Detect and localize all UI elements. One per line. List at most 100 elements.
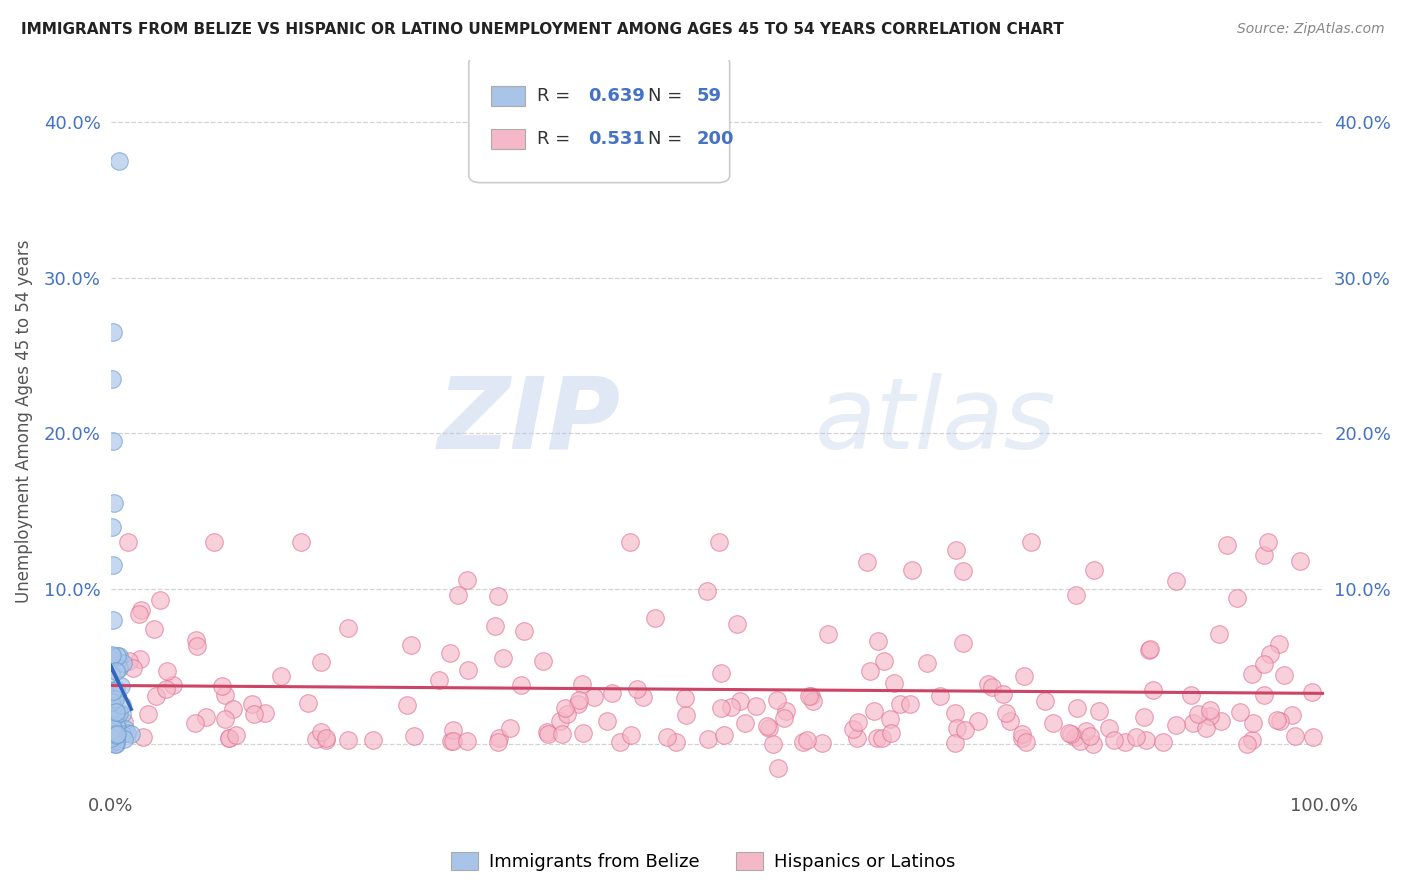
- Point: [110, 679, 132, 693]
- Point: [583, 690, 606, 704]
- Point: [633, 690, 655, 705]
- Point: [1258, 647, 1281, 661]
- Point: [145, 690, 167, 704]
- Point: [866, 634, 889, 648]
- Point: [619, 535, 641, 549]
- Point: [915, 656, 938, 670]
- Point: [873, 654, 896, 668]
- Point: [225, 728, 247, 742]
- Point: [222, 701, 245, 715]
- Point: [967, 714, 990, 728]
- Point: [1270, 714, 1292, 728]
- Text: atlas: atlas: [814, 373, 1056, 470]
- Point: [609, 734, 631, 748]
- Text: ZIP: ZIP: [437, 373, 620, 470]
- Point: [1125, 730, 1147, 744]
- Point: [762, 737, 785, 751]
- Point: [1011, 731, 1033, 745]
- Point: [1253, 548, 1275, 562]
- Point: [952, 636, 974, 650]
- Point: [100, 709, 122, 723]
- Point: [117, 535, 139, 549]
- Point: [100, 711, 122, 725]
- Point: [1198, 708, 1220, 723]
- Point: [1209, 714, 1232, 728]
- Point: [1198, 703, 1220, 717]
- Point: [115, 726, 138, 740]
- Point: [131, 603, 153, 617]
- Point: [792, 734, 814, 748]
- Text: R =: R =: [537, 130, 575, 148]
- Point: [665, 735, 688, 749]
- Point: [1240, 667, 1263, 681]
- Point: [429, 673, 451, 687]
- Point: [488, 731, 510, 745]
- Point: [1301, 685, 1323, 699]
- Point: [107, 649, 129, 664]
- Point: [108, 706, 131, 720]
- Point: [253, 706, 276, 721]
- Point: [554, 701, 576, 715]
- Point: [108, 661, 131, 675]
- Point: [186, 639, 208, 653]
- Point: [866, 731, 889, 746]
- Point: [120, 726, 142, 740]
- Point: [536, 724, 558, 739]
- Point: [1182, 715, 1205, 730]
- Point: [103, 723, 125, 738]
- Point: [492, 651, 515, 665]
- Point: [1272, 667, 1295, 681]
- Point: [673, 691, 696, 706]
- Point: [1135, 733, 1157, 747]
- Point: [440, 733, 463, 747]
- Point: [1060, 727, 1083, 741]
- Point: [155, 681, 177, 696]
- Point: [1064, 730, 1087, 744]
- Point: [104, 737, 127, 751]
- Point: [486, 589, 509, 603]
- Point: [1216, 538, 1239, 552]
- Point: [100, 695, 122, 709]
- Point: [101, 696, 124, 710]
- Point: [945, 721, 967, 735]
- Point: [149, 593, 172, 607]
- Text: Source: ZipAtlas.com: Source: ZipAtlas.com: [1237, 22, 1385, 37]
- Point: [901, 563, 924, 577]
- Point: [104, 664, 127, 678]
- Point: [101, 730, 124, 744]
- Point: [548, 714, 571, 729]
- Point: [567, 697, 589, 711]
- Point: [103, 690, 125, 705]
- Point: [1012, 669, 1035, 683]
- Point: [796, 733, 818, 747]
- Point: [1253, 688, 1275, 702]
- Point: [101, 733, 124, 747]
- Point: [799, 690, 821, 704]
- Point: [644, 611, 666, 625]
- Text: 59: 59: [697, 87, 721, 104]
- Point: [105, 648, 128, 663]
- Point: [675, 707, 697, 722]
- Point: [103, 727, 125, 741]
- Point: [1268, 637, 1291, 651]
- Point: [484, 619, 506, 633]
- Point: [710, 701, 733, 715]
- Bar: [491, 129, 524, 149]
- Point: [1132, 710, 1154, 724]
- Point: [112, 731, 135, 746]
- Point: [870, 731, 893, 746]
- Point: [846, 731, 869, 746]
- Point: [728, 694, 751, 708]
- Point: [202, 535, 225, 549]
- Point: [537, 727, 560, 741]
- Point: [696, 584, 718, 599]
- Point: [111, 727, 134, 741]
- Point: [101, 684, 124, 698]
- Point: [734, 715, 756, 730]
- Point: [1241, 733, 1264, 747]
- Point: [100, 722, 122, 736]
- Point: [439, 646, 461, 660]
- Point: [105, 727, 128, 741]
- Point: [1019, 535, 1042, 549]
- Point: [401, 638, 423, 652]
